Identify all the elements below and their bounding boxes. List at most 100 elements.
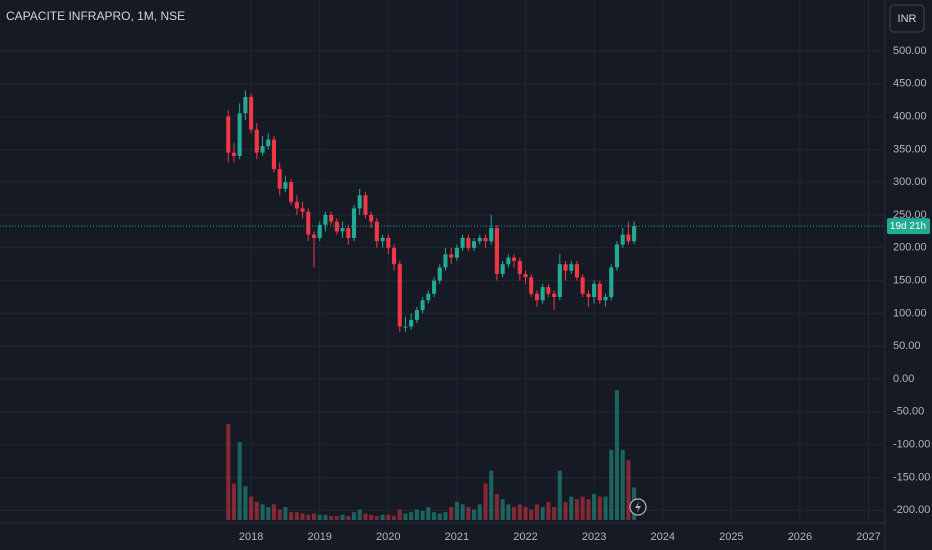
x-tick-label: 2027 bbox=[856, 531, 880, 543]
candle-body bbox=[523, 274, 528, 278]
candle-body bbox=[472, 241, 477, 248]
candle-body bbox=[363, 195, 368, 215]
volume-bar bbox=[369, 514, 374, 520]
volume-bar bbox=[432, 512, 437, 520]
grid bbox=[0, 0, 885, 523]
volume-bar bbox=[323, 514, 328, 520]
volume-bar bbox=[534, 504, 540, 520]
candle-body bbox=[529, 277, 534, 294]
candle-body bbox=[494, 228, 499, 275]
candle-body bbox=[391, 247, 397, 265]
volume-bar bbox=[426, 507, 431, 520]
y-tick-label: 350.00 bbox=[893, 143, 927, 155]
candle-body bbox=[369, 214, 374, 222]
volume-bar bbox=[597, 496, 602, 520]
volume-layer bbox=[226, 390, 637, 520]
candle-body bbox=[592, 283, 597, 297]
volume-bar bbox=[357, 509, 362, 520]
currency-label[interactable]: INR bbox=[898, 13, 917, 25]
y-tick-label: 100.00 bbox=[893, 307, 927, 319]
candle-body bbox=[351, 208, 357, 238]
volume-bar bbox=[420, 510, 425, 520]
candle-body bbox=[380, 237, 385, 242]
volume-bar bbox=[346, 516, 351, 520]
volume-bar bbox=[237, 442, 242, 520]
candle-body bbox=[512, 257, 517, 261]
volume-bar bbox=[374, 516, 379, 520]
x-tick-label: 2019 bbox=[307, 531, 331, 543]
volume-bar bbox=[243, 486, 248, 520]
y-tick-label: 500.00 bbox=[893, 45, 927, 57]
volume-bar bbox=[466, 507, 471, 520]
countdown-tag bbox=[887, 218, 930, 235]
volume-bar bbox=[529, 509, 534, 520]
candle-body bbox=[597, 283, 602, 301]
volume-bar bbox=[254, 501, 259, 520]
volume-bar bbox=[329, 516, 334, 520]
candle-layer bbox=[226, 90, 637, 332]
x-tick-label: 2018 bbox=[239, 531, 263, 543]
candle-body bbox=[226, 116, 231, 153]
volume-bar bbox=[249, 496, 254, 520]
y-tick-label: 450.00 bbox=[893, 78, 927, 90]
x-tick-label: 2023 bbox=[582, 531, 606, 543]
y-tick-label: 400.00 bbox=[893, 110, 927, 122]
volume-bar bbox=[454, 501, 459, 520]
volume-bar bbox=[300, 513, 305, 520]
candle-body bbox=[294, 201, 299, 209]
y-tick-label: 0.00 bbox=[893, 373, 914, 385]
volume-bar bbox=[586, 499, 591, 520]
volume-bar bbox=[494, 494, 499, 520]
volume-bar bbox=[351, 512, 357, 520]
candle-body bbox=[614, 244, 620, 268]
candle-body bbox=[386, 237, 391, 248]
candle-body bbox=[626, 234, 631, 242]
volume-bar bbox=[283, 507, 288, 520]
x-tick-label: 2025 bbox=[719, 531, 743, 543]
candle-body bbox=[260, 146, 265, 153]
replay-icon[interactable] bbox=[629, 498, 647, 516]
currency-button[interactable] bbox=[889, 4, 925, 33]
x-tick-label: 2020 bbox=[376, 531, 400, 543]
volume-bar bbox=[449, 507, 454, 520]
countdown-label: 19d 21h bbox=[890, 221, 926, 232]
y-tick-label: -50.00 bbox=[893, 406, 924, 418]
candle-body bbox=[483, 237, 488, 242]
volume-bar bbox=[620, 449, 625, 520]
candle-body bbox=[552, 293, 557, 297]
volume-bar bbox=[552, 507, 557, 520]
candle-body bbox=[346, 228, 351, 238]
volume-bar bbox=[409, 512, 414, 520]
volume-bar bbox=[277, 509, 282, 520]
candle-body bbox=[489, 228, 494, 242]
candle-body bbox=[300, 208, 305, 212]
candle-body bbox=[443, 254, 448, 268]
volume-bar bbox=[334, 516, 339, 520]
candle-body bbox=[249, 96, 254, 130]
volume-bar bbox=[472, 509, 477, 520]
volume-bar bbox=[609, 449, 614, 520]
volume-bar bbox=[226, 423, 231, 520]
volume-bar bbox=[500, 499, 505, 520]
candle-body bbox=[586, 293, 591, 297]
candle-body bbox=[403, 326, 408, 328]
candle-body bbox=[409, 319, 414, 327]
volume-bar bbox=[363, 513, 368, 520]
candle-body bbox=[546, 287, 551, 294]
volume-bar bbox=[580, 496, 585, 520]
x-tick-label: 2024 bbox=[650, 531, 674, 543]
candle-body bbox=[237, 113, 242, 156]
candle-body bbox=[449, 254, 454, 258]
candle-body bbox=[563, 264, 568, 271]
candle-body bbox=[317, 224, 322, 238]
volume-bar bbox=[380, 514, 385, 520]
volume-bar bbox=[397, 509, 402, 520]
y-tick-label: 300.00 bbox=[893, 176, 927, 188]
volume-bar bbox=[391, 516, 397, 520]
candle-body bbox=[426, 293, 431, 301]
candle-body bbox=[340, 228, 345, 232]
volume-bar bbox=[574, 499, 580, 520]
candle-body bbox=[500, 264, 505, 275]
